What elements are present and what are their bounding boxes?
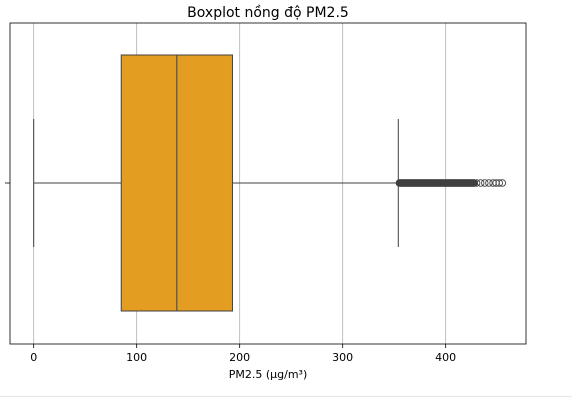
- plot-frame: [9, 22, 527, 345]
- x-tick-label: 0: [30, 351, 37, 364]
- outlier-point: [495, 179, 503, 187]
- outlier-point: [481, 179, 489, 187]
- divider: [0, 396, 572, 397]
- x-axis-label: PM2.5 (µg/m³): [229, 368, 308, 381]
- plot-elements: [33, 54, 507, 312]
- x-tick-label: 200: [229, 351, 250, 364]
- x-axis-ticks: 0 100 200 300 400: [30, 344, 456, 364]
- x-tick-label: 300: [332, 351, 353, 364]
- outlier-point: [476, 179, 485, 187]
- x-tick-label: 400: [435, 351, 456, 364]
- x-tick-label: 100: [126, 351, 147, 364]
- outlier-point: [498, 179, 507, 187]
- outlier-point: [485, 179, 493, 187]
- chart-title: Boxplot nồng độ PM2.5: [187, 4, 349, 21]
- outlier-point: [472, 179, 481, 187]
